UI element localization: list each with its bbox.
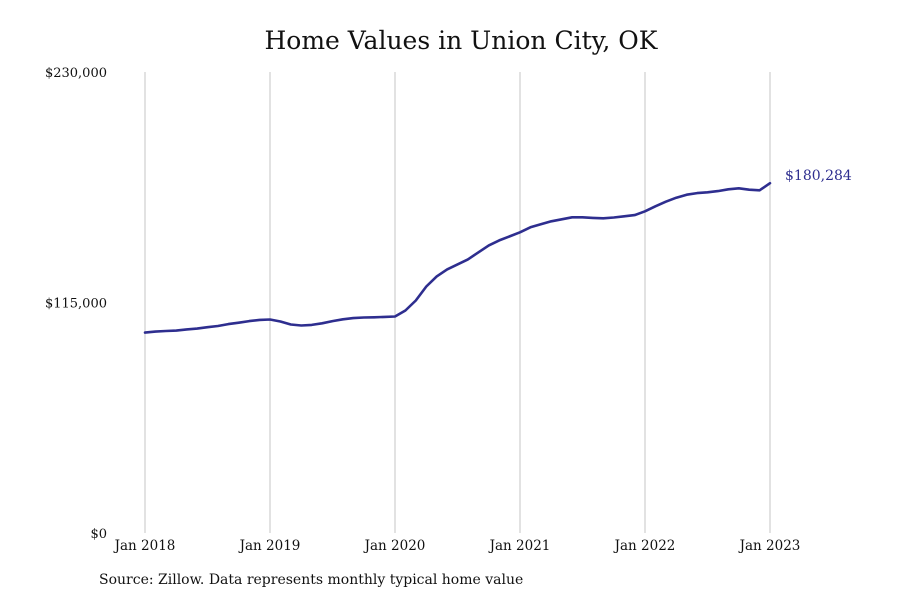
source-note: Source: Zillow. Data represents monthly … xyxy=(99,572,524,588)
y-axis-ticks: $0 $115,000 $230,000 xyxy=(45,66,107,542)
gridlines xyxy=(144,72,771,533)
x-tick-label: Jan 2020 xyxy=(363,538,426,554)
y-tick-label: $0 xyxy=(90,527,107,542)
x-axis-ticks: Jan 2018 Jan 2019 Jan 2020 Jan 2021 Jan 2022… xyxy=(113,538,801,554)
series: $180,284 xyxy=(143,168,852,334)
series-line xyxy=(143,181,772,334)
x-tick-label: Jan 2023 xyxy=(738,538,801,554)
y-tick-label: $115,000 xyxy=(45,297,107,312)
y-tick-label: $230,000 xyxy=(45,66,107,81)
x-tick-label: Jan 2022 xyxy=(613,538,676,554)
end-value-label: $180,284 xyxy=(785,168,852,184)
chart-title: Home Values in Union City, OK xyxy=(264,26,658,55)
x-tick-label: Jan 2018 xyxy=(113,538,176,554)
x-tick-label: Jan 2021 xyxy=(488,538,551,554)
x-tick-label: Jan 2019 xyxy=(238,538,301,554)
